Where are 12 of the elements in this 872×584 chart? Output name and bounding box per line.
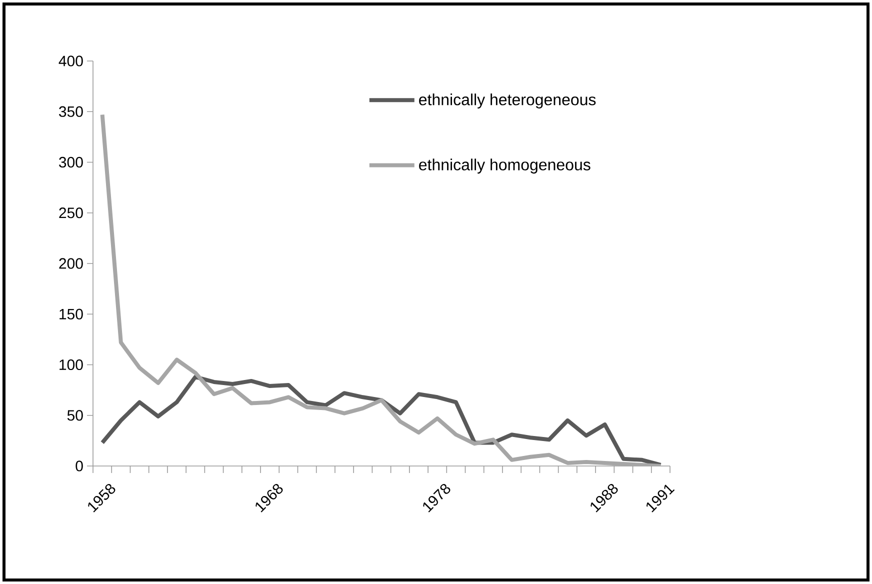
y-tick-label: 350 bbox=[59, 106, 83, 117]
y-tick-label: 300 bbox=[59, 156, 83, 168]
line-series bbox=[100, 374, 663, 466]
y-tick-label: 400 bbox=[58, 56, 83, 66]
y-tick-label: 50 bbox=[67, 410, 83, 421]
legend-label: ethnically homogeneous bbox=[419, 158, 590, 174]
y-tick-label: 200 bbox=[59, 258, 83, 269]
y-tick-label: 250 bbox=[59, 208, 83, 218]
y-tick-label: 150 bbox=[60, 308, 83, 320]
y-tick-label: 0 bbox=[76, 460, 83, 472]
legend-label: ethnically heterogeneous bbox=[419, 94, 596, 108]
y-tick-label: 100 bbox=[60, 359, 83, 370]
